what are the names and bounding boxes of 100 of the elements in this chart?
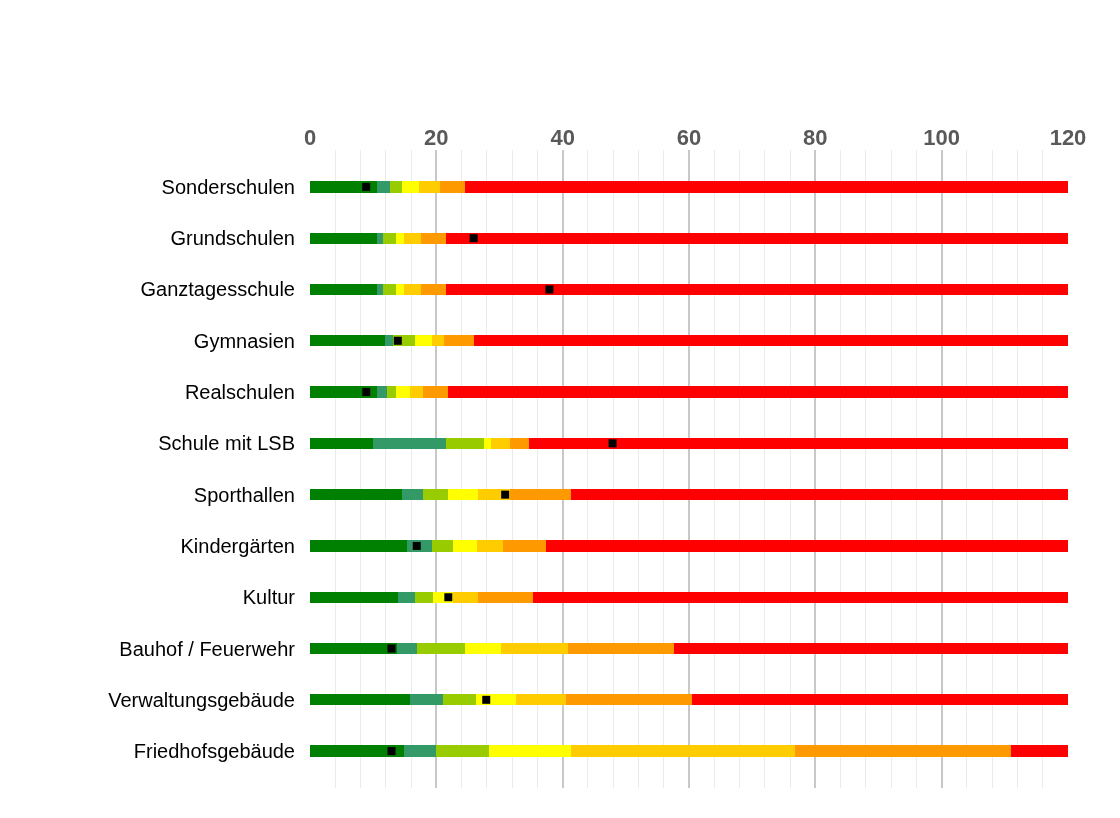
y-tick-label: Ganztagesschule (140, 278, 295, 301)
bar (410, 694, 443, 706)
point (501, 490, 510, 499)
x-tick-label: 120 (1049, 124, 1087, 150)
bar (404, 283, 422, 296)
bar (503, 540, 546, 552)
bar (404, 745, 436, 757)
bar (465, 642, 501, 655)
bar (402, 489, 424, 501)
bar (509, 489, 571, 501)
bar (1011, 745, 1068, 757)
bar (532, 591, 1068, 603)
bar (421, 232, 447, 244)
bar (566, 694, 692, 706)
bar (310, 745, 405, 757)
bar (310, 283, 377, 296)
bar (488, 745, 571, 757)
bar (545, 540, 1068, 552)
y-tick-label: Grundschulen (170, 227, 295, 250)
bar (396, 642, 417, 655)
bar (515, 694, 567, 706)
bar (568, 642, 675, 655)
bar (570, 745, 796, 757)
y-tick-label: Sonderschulen (161, 175, 295, 198)
bar (448, 386, 1068, 398)
bar (446, 232, 1068, 244)
x-tick-label: 40 (550, 124, 575, 150)
bar (528, 437, 1068, 449)
bar (310, 694, 411, 706)
bar (387, 386, 396, 398)
bar (310, 591, 399, 603)
bar (421, 283, 447, 296)
bar (310, 181, 377, 193)
y-tick-label: Gymnasien (193, 329, 295, 352)
point (482, 695, 491, 704)
y-tick-label: Kindergärten (180, 534, 295, 557)
bar (310, 386, 377, 398)
point (393, 336, 402, 345)
bar (423, 386, 449, 398)
bar (570, 489, 1068, 501)
bar (376, 386, 388, 398)
point (469, 234, 478, 243)
bar (465, 181, 1068, 193)
bar (395, 283, 405, 296)
bar (389, 181, 403, 193)
bar (795, 745, 1012, 757)
point (387, 747, 396, 756)
bar (443, 335, 475, 347)
bar (484, 437, 491, 449)
y-tick-label: Bauhof / Feuerwehr (119, 637, 296, 660)
bar (474, 335, 1068, 347)
bar (395, 232, 405, 244)
bar (310, 437, 373, 449)
bar (372, 437, 447, 449)
bar (416, 642, 466, 655)
bar (310, 335, 386, 347)
bar (376, 283, 384, 296)
point (362, 388, 371, 397)
bar (402, 181, 420, 193)
bar (500, 642, 569, 655)
bar (395, 386, 411, 398)
bar (435, 745, 489, 757)
bar (490, 437, 510, 449)
bar (376, 232, 384, 244)
y-tick-label: Schule mit LSB (158, 432, 295, 455)
y-tick-label: Sporthallen (193, 483, 295, 506)
bar (385, 335, 394, 347)
bar (383, 283, 396, 296)
bar (478, 591, 533, 603)
y-tick-label: Verwaltungsgebäude (108, 688, 295, 711)
bar (383, 232, 396, 244)
point (444, 593, 453, 602)
bar (310, 232, 377, 244)
y-tick-label: Friedhofsgebäude (133, 740, 295, 763)
bar (404, 232, 422, 244)
bar (446, 283, 1068, 296)
bar (419, 181, 441, 193)
bar (310, 642, 397, 655)
bar (477, 540, 504, 552)
point (545, 285, 554, 294)
bar (442, 694, 477, 706)
bar (453, 591, 479, 603)
bar (376, 181, 390, 193)
x-tick-label: 20 (424, 124, 449, 150)
bar (509, 437, 529, 449)
point (362, 182, 371, 191)
bar (448, 489, 479, 501)
bar (398, 591, 415, 603)
bar (310, 489, 403, 501)
bar (414, 591, 433, 603)
bar (431, 335, 444, 347)
x-tick-label: 60 (676, 124, 702, 150)
x-tick-label: 100 (923, 124, 961, 150)
bar (691, 694, 1068, 706)
y-tick-label: Realschulen (184, 381, 295, 404)
point (387, 644, 396, 653)
bar (674, 642, 1068, 655)
point (608, 439, 617, 448)
bar (310, 540, 407, 552)
y-tick-label: Kultur (242, 586, 296, 609)
